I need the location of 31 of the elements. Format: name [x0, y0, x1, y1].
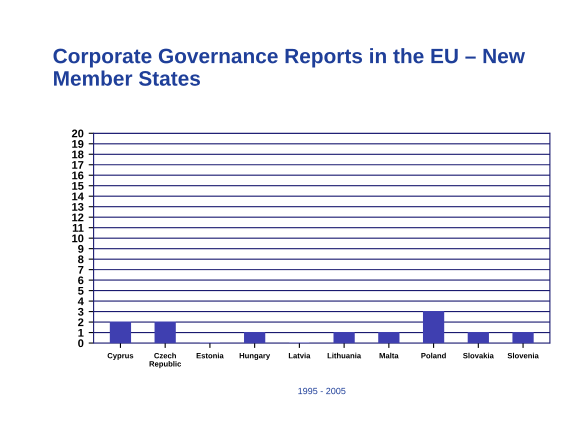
y-tick-label: 15 — [72, 182, 84, 190]
y-tick-label: 12 — [72, 213, 84, 222]
y-tick-label: 8 — [78, 255, 84, 264]
y-tick-label: 2 — [78, 318, 84, 326]
y-tick-label: 0 — [78, 339, 84, 348]
y-tick-label: 3 — [78, 308, 84, 316]
y-tick-label: 1 — [78, 328, 84, 337]
bar — [333, 332, 355, 344]
y-tick-label: 10 — [72, 234, 84, 242]
chart-title: Corporate Governance Reports in the EU – New Member States — [54, 48, 526, 86]
y-tick-label: 20 — [72, 130, 84, 138]
y-tick-label: 16 — [72, 172, 84, 180]
y-tick-label: 7 — [78, 266, 84, 274]
bar — [512, 332, 534, 344]
y-tick-label: 14 — [72, 192, 84, 200]
bar — [378, 332, 400, 344]
y-tick-label: 19 — [72, 140, 84, 148]
bar — [244, 332, 266, 344]
y-tick-label: 11 — [72, 224, 84, 232]
bar — [110, 322, 132, 344]
y-tick-label: 9 — [78, 244, 84, 253]
y-tick-label: 18 — [72, 150, 84, 158]
y-tick-label: 4 — [78, 297, 84, 306]
y-tick-label: 17 — [72, 161, 84, 169]
y-tick-label: 13 — [72, 202, 84, 211]
bar — [422, 311, 444, 344]
y-tick-label: 5 — [78, 286, 84, 295]
bar — [154, 322, 176, 344]
y-tick-label: 6 — [78, 276, 84, 284]
x-axis-title: 1995 - 2005 — [298, 388, 346, 394]
bar — [468, 332, 489, 344]
